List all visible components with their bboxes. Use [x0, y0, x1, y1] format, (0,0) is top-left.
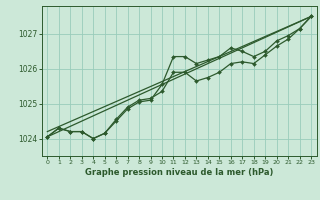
X-axis label: Graphe pression niveau de la mer (hPa): Graphe pression niveau de la mer (hPa): [85, 168, 273, 177]
